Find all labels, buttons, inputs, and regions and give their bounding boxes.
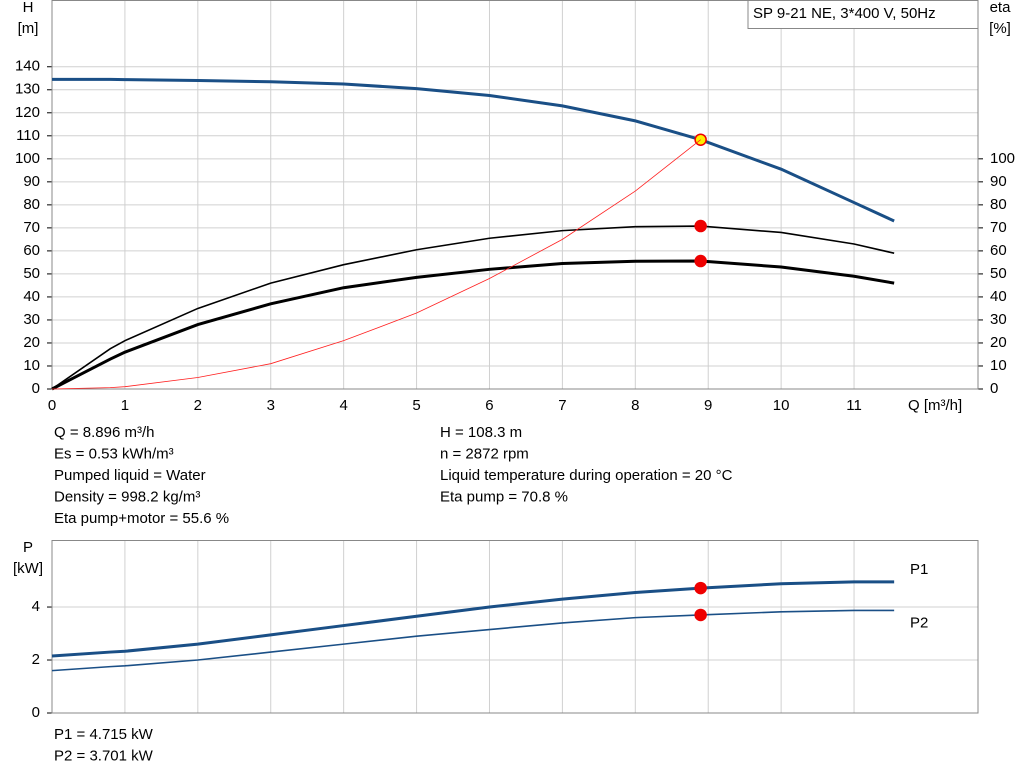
info-text: n = 2872 rpm [440,445,529,462]
legend-label: P1 [910,561,928,578]
info-text: P1 = 4.715 kW [54,726,154,743]
x-tick-label: 1 [121,397,129,414]
y-tick-label: 140 [15,58,40,75]
y2-tick-label: 60 [990,242,1007,259]
y-tick-label: 2 [32,651,40,668]
y-tick-label: 110 [16,127,40,144]
curve [51,139,701,390]
operating-point [694,219,707,233]
x-tick-label: 10 [773,397,790,414]
y2-tick-label: 20 [990,334,1007,351]
info-text: Q = 8.896 m³/h [54,424,154,441]
y-tick-label: 30 [23,311,40,328]
y2-tick-label: 40 [990,288,1007,305]
y-tick-label: 90 [23,173,40,190]
operating-point [694,608,707,622]
info-text: Liquid temperature during operation = 20… [440,467,733,484]
y-axis-label: H [23,0,34,16]
y-tick-label: 20 [23,334,40,351]
x-tick-label: 5 [412,397,420,414]
y-tick-label: 0 [32,380,40,397]
y-tick-label: 80 [23,196,40,213]
y2-tick-label: 50 [990,265,1007,282]
y2-tick-label: 100 [990,150,1015,167]
y-tick-label: 50 [23,265,40,282]
y-tick-label: 120 [15,104,40,121]
y-axis-label: P [23,539,33,556]
y2-axis-label: eta [990,0,1012,16]
x-tick-label: 6 [485,397,493,414]
y2-tick-label: 0 [990,380,998,397]
curve [51,580,895,658]
y-tick-label: 130 [15,81,40,98]
y-tick-label: 0 [32,704,40,721]
x-axis-label: Q [m³/h] [908,397,962,414]
title-box [747,0,979,29]
plot-frame [51,0,979,390]
x-tick-label: 11 [846,397,862,414]
y2-tick-label: 30 [990,311,1007,328]
x-tick-label: 7 [558,397,566,414]
y-tick-label: 100 [15,150,40,167]
operating-point [694,581,707,595]
curve [52,77,895,223]
y-tick-label: 60 [23,242,40,259]
info-text: Eta pump = 70.8 % [440,488,568,505]
x-tick-label: 8 [631,397,639,414]
info-text: P2 = 3.701 kW [54,747,154,764]
info-text: Pumped liquid = Water [54,467,206,484]
legend-label: P2 [910,614,928,631]
info-text: H = 108.3 m [440,424,522,441]
x-tick-label: 3 [267,397,275,414]
y-tick-label: 10 [23,357,40,374]
y2-tick-label: 90 [990,173,1007,190]
y2-tick-label: 10 [990,357,1007,374]
x-tick-label: 0 [48,397,56,414]
y2-tick-label: 80 [990,196,1007,213]
y-axis-label: [m] [18,20,39,37]
y2-axis-label: [%] [989,20,1011,37]
info-text: Eta pump+motor = 55.6 % [54,510,229,527]
y-axis-label: [kW] [13,560,43,577]
chart-title: SP 9-21 NE, 3*400 V, 50Hz [753,5,936,22]
curve [51,609,895,672]
x-tick-label: 9 [704,397,712,414]
curve [51,225,895,390]
plot-frame [51,540,979,714]
y-tick-label: 40 [23,288,40,305]
x-tick-label: 2 [194,397,202,414]
info-text: Density = 998.2 kg/m³ [54,488,200,505]
y-tick-label: 70 [23,219,40,236]
info-text: Es = 0.53 kWh/m³ [54,445,174,462]
operating-point [694,254,707,268]
y-tick-label: 4 [32,598,40,615]
y2-tick-label: 70 [990,219,1007,236]
x-tick-label: 4 [339,397,347,414]
curve [51,259,895,391]
